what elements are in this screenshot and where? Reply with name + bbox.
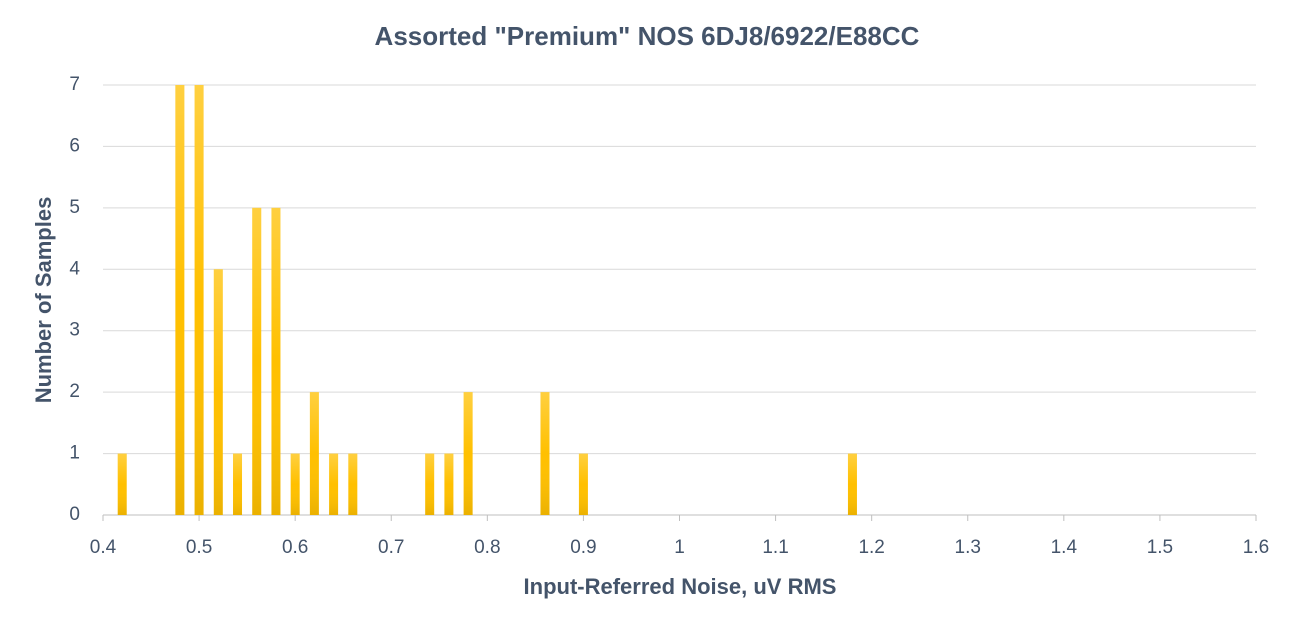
x-tick-label: 1	[674, 537, 685, 558]
x-tick-label: 1.5	[1147, 537, 1173, 558]
x-tick-label: 0.4	[90, 537, 117, 558]
y-tick-label: 1	[69, 443, 80, 464]
bar-shade	[213, 269, 223, 515]
x-tick-label: 0.5	[186, 537, 212, 558]
bar-shade	[271, 207, 281, 515]
y-tick-label: 2	[69, 381, 80, 402]
x-tick-label: 1.6	[1243, 537, 1269, 558]
bar-shade	[309, 392, 319, 515]
x-tick-label: 1.4	[1051, 537, 1078, 558]
bar-shade	[348, 453, 358, 515]
bar-shade	[463, 392, 473, 515]
y-tick-label: 4	[69, 258, 80, 279]
bar-shade	[290, 453, 300, 515]
x-tick-label: 0.6	[282, 537, 308, 558]
bar-shade	[233, 453, 243, 515]
x-tick-label: 0.8	[474, 537, 500, 558]
bar-shade	[444, 453, 454, 515]
chart-title: Assorted "Premium" NOS 6DJ8/6922/E88CC	[375, 21, 920, 51]
x-tick-label: 1.2	[858, 537, 884, 558]
y-tick-label: 0	[69, 504, 80, 525]
bar-shade	[329, 453, 339, 515]
bar-shade	[194, 85, 204, 515]
bar-shade	[175, 85, 185, 515]
bar-shade	[117, 453, 127, 515]
bar-shade	[578, 453, 588, 515]
x-tick-label: 0.9	[570, 537, 596, 558]
x-tick-label: 1.1	[762, 537, 788, 558]
x-axis-title: Input-Referred Noise, uV RMS	[524, 574, 837, 599]
bar-shade	[425, 453, 435, 515]
bar-shade	[252, 207, 262, 515]
x-tick-label: 1.3	[955, 537, 981, 558]
y-tick-label: 6	[69, 135, 80, 156]
bar-shade	[540, 392, 550, 515]
x-tick-label: 0.7	[378, 537, 404, 558]
bar-shade	[847, 453, 857, 515]
y-tick-label: 3	[69, 320, 80, 341]
y-tick-label: 5	[69, 197, 80, 218]
y-tick-label: 7	[69, 74, 80, 95]
y-axis-title: Number of Samples	[31, 197, 56, 404]
